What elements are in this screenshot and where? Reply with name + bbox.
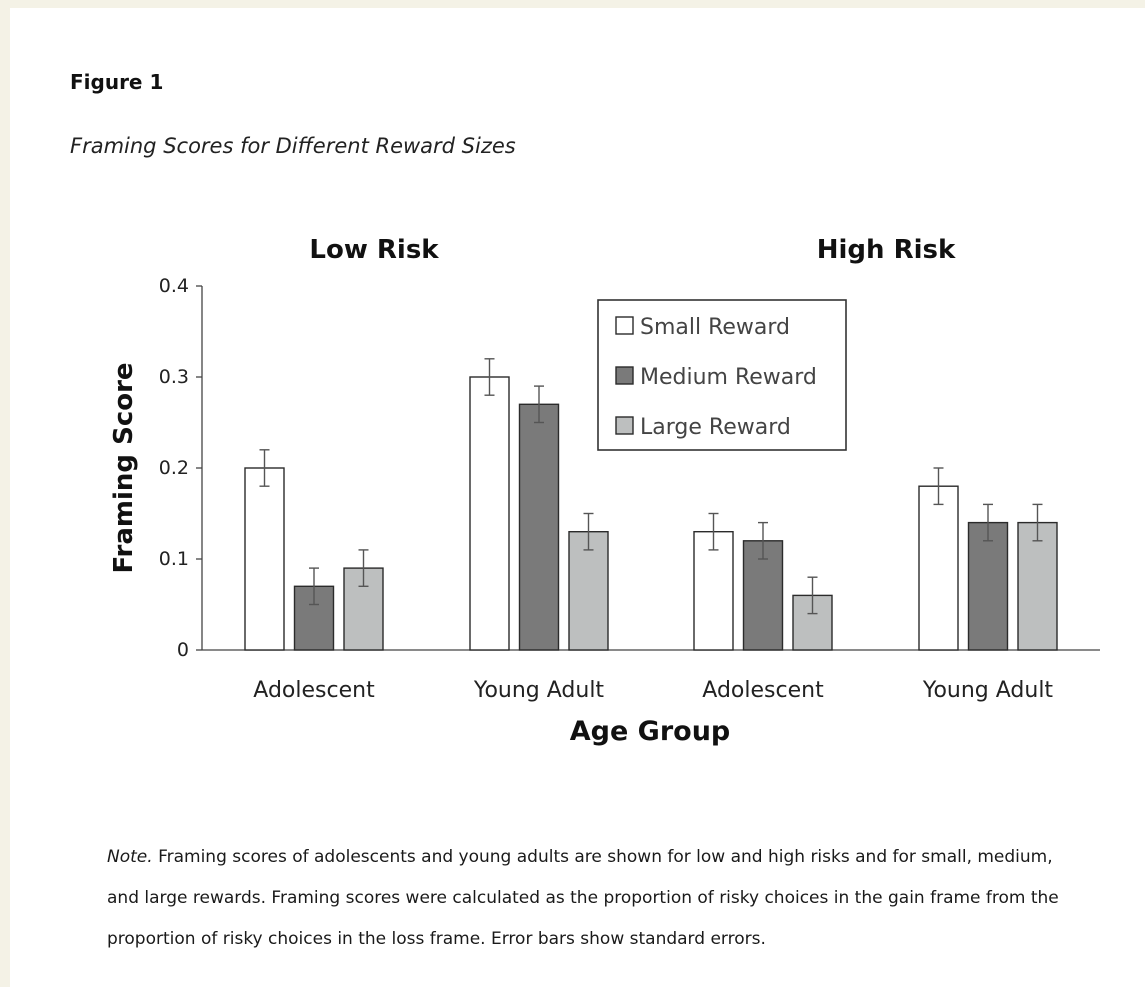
y-tick-label: 0 [177, 639, 189, 661]
x-tick-label: Young Adult [922, 678, 1054, 703]
y-axis-label: Framing Score [109, 362, 139, 573]
y-tick-label: 0.1 [159, 548, 189, 570]
bar [568, 531, 609, 651]
legend-label: Large Reward [640, 415, 791, 440]
bar [469, 376, 510, 651]
bar [518, 403, 560, 651]
x-axis-label: Age Group [570, 716, 731, 747]
note-text: Framing scores of adolescents and young … [107, 847, 1059, 949]
legend-swatch [615, 416, 634, 435]
x-tick-label: Adolescent [702, 678, 824, 703]
panel-title: High Risk [817, 235, 956, 265]
bar [293, 585, 335, 651]
bar [693, 531, 734, 651]
bar [918, 485, 959, 651]
legend-box [597, 299, 847, 451]
figure-caption: Framing Scores for Different Reward Size… [70, 134, 516, 158]
y-tick-label: 0.4 [159, 275, 189, 297]
legend-swatch [615, 366, 634, 385]
panel-title: Low Risk [309, 235, 439, 265]
note-label: Note. [107, 847, 153, 867]
legend-label: Medium Reward [640, 365, 817, 390]
figure-note: Note. Framing scores of adolescents and … [107, 837, 1067, 960]
bar [244, 467, 285, 651]
bar-chart: 0 0.1 0.2 0.3 0.4 Framing Score Age Group Low R… [109, 235, 1100, 747]
y-tick-label: 0.2 [159, 457, 189, 479]
legend-label: Small Reward [640, 315, 790, 340]
figure-number: Figure 1 [70, 70, 164, 94]
bar [967, 521, 1009, 651]
y-tick-label: 0.3 [159, 366, 189, 388]
x-tick-label: Young Adult [473, 678, 605, 703]
legend-swatch [615, 316, 634, 335]
figure-page: Figure 1 Framing Scores for Different Re… [10, 8, 1145, 987]
bar [1017, 521, 1058, 651]
x-tick-label: Adolescent [253, 678, 375, 703]
